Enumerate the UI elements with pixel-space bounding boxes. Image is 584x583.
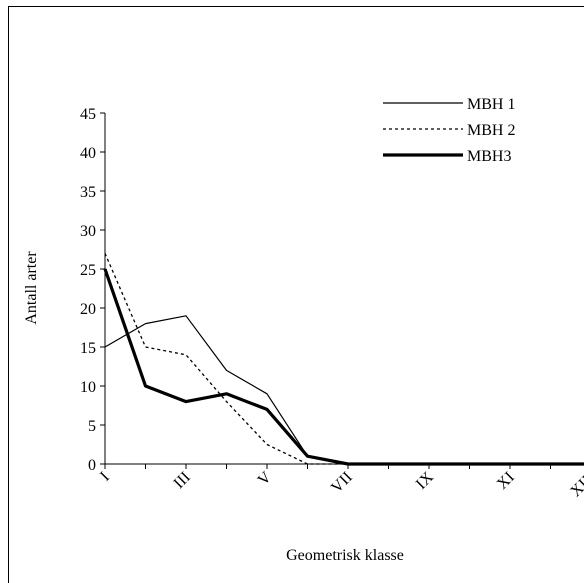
series-line-mbh-2 [104, 253, 584, 465]
y-tick-label: 15 [80, 340, 96, 357]
y-tick-label: 40 [80, 145, 96, 162]
axes [104, 113, 584, 465]
legend: MBH 1 MBH 2 MBH3 [383, 96, 515, 165]
y-tick-label: 10 [80, 379, 96, 396]
series-line-mbh3 [103, 268, 584, 466]
y-tick-label: 35 [80, 184, 96, 201]
y-axis-label: Antall arter [23, 251, 40, 325]
legend-label: MBH 1 [467, 96, 515, 113]
y-ticks: 0 5 10 15 20 25 30 35 40 45 [80, 106, 105, 474]
x-ticks: I III V VII IX XI XIII [97, 464, 584, 500]
x-tick-label: III [171, 469, 194, 492]
x-axis-label: Geometrisk klasse [286, 547, 404, 564]
series-line-mbh-1 [104, 315, 584, 465]
legend-label: MBH3 [467, 148, 511, 165]
y-tick-label: 20 [80, 301, 96, 318]
x-tick-label: IX [413, 468, 437, 492]
x-tick-label: I [97, 469, 113, 485]
x-tick-label: VII [328, 469, 356, 497]
x-tick-label: XI [494, 469, 518, 493]
x-tick-label: V [255, 468, 276, 489]
series-lines [103, 253, 584, 466]
y-tick-label: 45 [80, 106, 96, 123]
x-tick-label: XIII [567, 469, 584, 500]
y-tick-label: 25 [80, 262, 96, 279]
y-tick-label: 30 [80, 223, 96, 240]
chart-frame [8, 6, 584, 583]
y-tick-label: 5 [88, 418, 96, 435]
y-tick-label: 0 [88, 457, 96, 474]
legend-label: MBH 2 [467, 122, 515, 139]
